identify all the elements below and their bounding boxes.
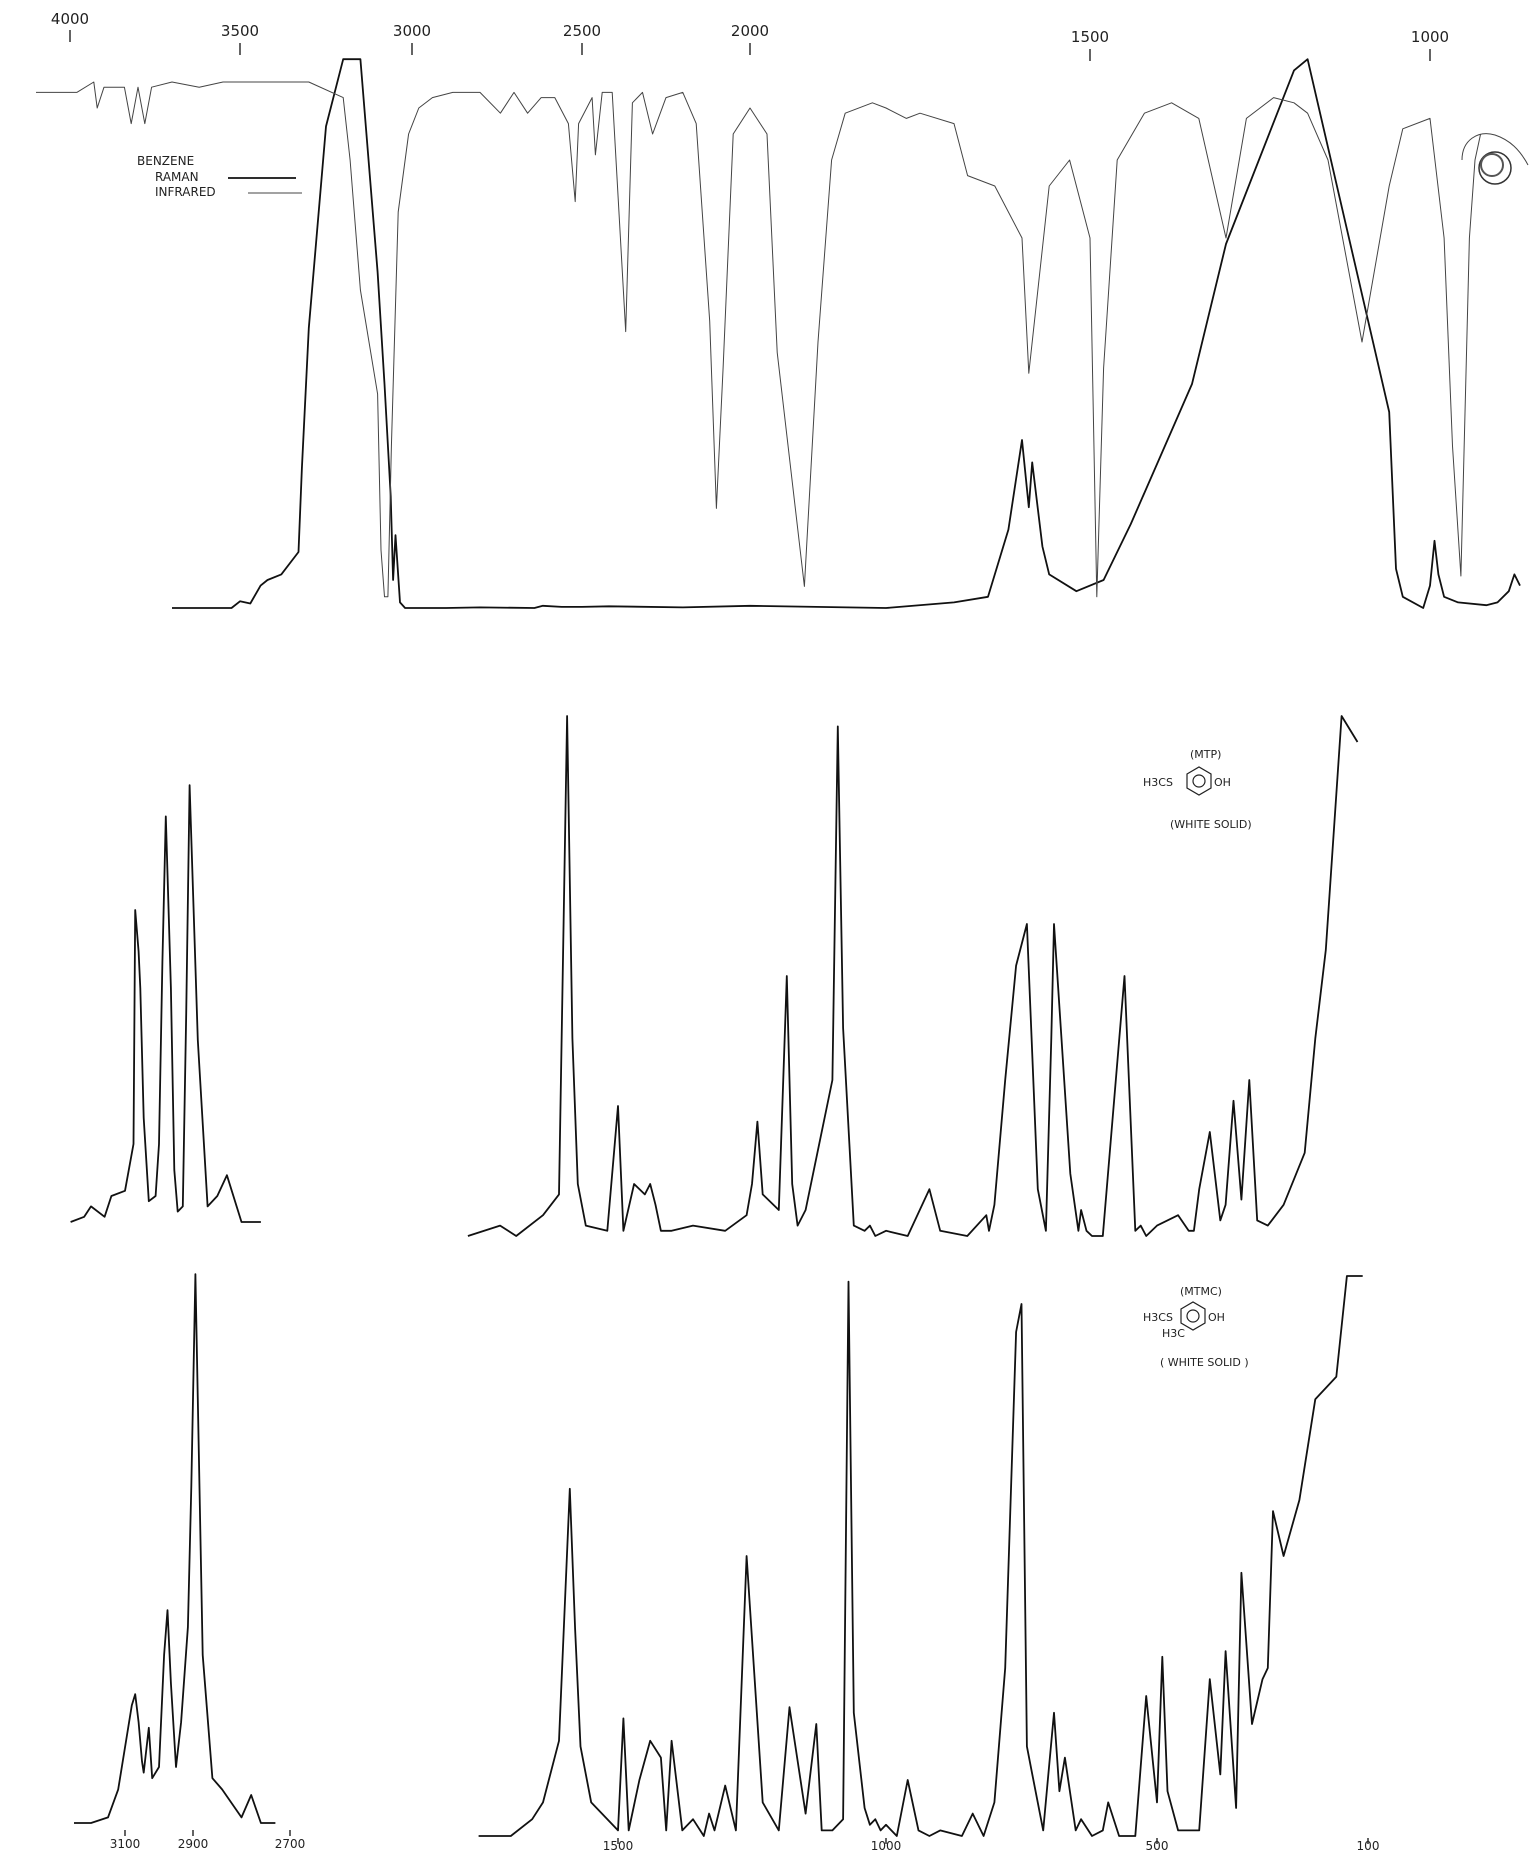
- x-tick-label: 3500: [221, 22, 259, 40]
- mtp-group-right: OH: [1214, 776, 1231, 789]
- legend-entry-raman: RAMAN: [155, 170, 199, 184]
- mtmc-group-lower: H3C: [1162, 1327, 1185, 1340]
- mtmc-panel: 3100 2900 2700 1500 1000 500 100 (MTMC) H3CS O…: [74, 1273, 1380, 1851]
- mtp-state-label: (WHITE SOLID): [1170, 818, 1252, 831]
- mtmc-group-right: OH: [1208, 1311, 1225, 1324]
- x-tick-label: 2700: [275, 1837, 306, 1851]
- benzene-x-ticks: 4000 3500 3000 2500 2000 1500 1000: [51, 10, 1449, 61]
- x-tick-label: 4000: [51, 10, 89, 28]
- mtmc-high-freq-trace: [74, 1273, 276, 1824]
- decorative-recorder-mark: [1461, 133, 1529, 185]
- x-tick-label: 1500: [1071, 28, 1109, 46]
- benzene-raman-trace: [172, 58, 1521, 609]
- x-tick-label: 500: [1146, 1839, 1169, 1851]
- x-tick-label: 1500: [603, 1839, 634, 1851]
- mtmc-compound-label: (MTMC): [1180, 1285, 1222, 1298]
- mtmc-state-label: ( WHITE SOLID ): [1160, 1356, 1249, 1369]
- mtmc-group-left: H3CS: [1143, 1311, 1173, 1324]
- mtmc-low-freq-trace: [478, 1275, 1363, 1837]
- benzene-legend-title: BENZENE: [137, 154, 194, 168]
- mtp-high-freq-trace: [70, 784, 261, 1223]
- mtp-panel: (MTP) H3CS OH (WHITE SOLID): [70, 715, 1359, 1237]
- x-tick-label: 1000: [1411, 28, 1449, 46]
- x-tick-label: 2500: [563, 22, 601, 40]
- benzene-ring-icon: [1186, 766, 1212, 796]
- mtp-compound-label: (MTP): [1190, 748, 1221, 761]
- benzene-legend: BENZENE RAMAN INFRARED: [137, 154, 302, 199]
- x-tick-label: 3100: [110, 1837, 141, 1851]
- x-tick-label: 2000: [731, 22, 769, 40]
- x-tick-label: 2900: [178, 1837, 209, 1851]
- mtp-low-freq-trace: [467, 715, 1359, 1237]
- mtmc-legend: (MTMC) H3CS OH H3C ( WHITE SOLID ): [1143, 1285, 1249, 1369]
- x-tick-label: 1000: [871, 1839, 902, 1851]
- benzene-panel: 4000 3500 3000 2500 2000 1500 1000 BENZENE RAM…: [36, 10, 1521, 609]
- benzene-ring-icon: [1180, 1301, 1206, 1331]
- x-tick-label: 100: [1357, 1839, 1380, 1851]
- mtp-group-left: H3CS: [1143, 776, 1173, 789]
- legend-entry-infrared: INFRARED: [155, 185, 216, 199]
- mtmc-x-ticks: 3100 2900 2700 1500 1000 500 100: [110, 1830, 1380, 1851]
- benzene-infrared-trace: [36, 81, 1482, 598]
- x-tick-label: 3000: [393, 22, 431, 40]
- mtp-legend: (MTP) H3CS OH (WHITE SOLID): [1143, 748, 1252, 831]
